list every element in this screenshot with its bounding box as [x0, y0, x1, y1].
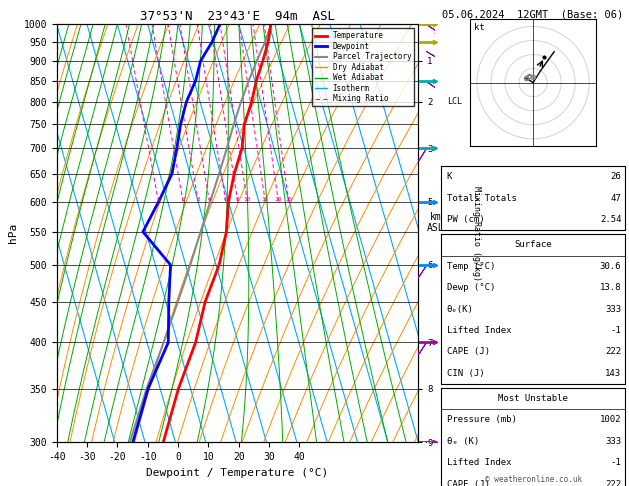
Text: © weatheronline.co.uk: © weatheronline.co.uk	[484, 474, 582, 484]
Text: Most Unstable: Most Unstable	[498, 394, 568, 403]
Text: 222: 222	[605, 480, 621, 486]
Text: Mixing Ratio (g/kg): Mixing Ratio (g/kg)	[472, 186, 481, 281]
Text: 10: 10	[243, 197, 251, 202]
Text: 3: 3	[196, 197, 200, 202]
Text: 15: 15	[262, 197, 269, 202]
Text: LCL: LCL	[447, 97, 462, 106]
Text: 333: 333	[605, 305, 621, 313]
Text: K: K	[447, 173, 452, 181]
Text: 2: 2	[181, 197, 185, 202]
Text: Totals Totals: Totals Totals	[447, 194, 516, 203]
Text: -1: -1	[611, 458, 621, 467]
X-axis label: Dewpoint / Temperature (°C): Dewpoint / Temperature (°C)	[147, 468, 328, 478]
Text: Lifted Index: Lifted Index	[447, 326, 511, 335]
Text: 2.54: 2.54	[600, 215, 621, 224]
Title: 37°53'N  23°43'E  94m  ASL: 37°53'N 23°43'E 94m ASL	[140, 10, 335, 23]
Text: 1: 1	[157, 197, 160, 202]
Text: θₑ(K): θₑ(K)	[447, 305, 474, 313]
Text: CAPE (J): CAPE (J)	[447, 480, 490, 486]
Text: 30.6: 30.6	[600, 262, 621, 271]
Text: 20: 20	[275, 197, 282, 202]
Text: 333: 333	[605, 437, 621, 446]
Text: 222: 222	[605, 347, 621, 356]
Text: 47: 47	[611, 194, 621, 203]
Text: 26: 26	[611, 173, 621, 181]
Text: Dewp (°C): Dewp (°C)	[447, 283, 495, 292]
Legend: Temperature, Dewpoint, Parcel Trajectory, Dry Adiabat, Wet Adiabat, Isotherm, Mi: Temperature, Dewpoint, Parcel Trajectory…	[312, 28, 415, 106]
Text: Temp (°C): Temp (°C)	[447, 262, 495, 271]
Text: 6: 6	[224, 197, 228, 202]
Text: CIN (J): CIN (J)	[447, 369, 484, 378]
Text: -1: -1	[611, 326, 621, 335]
Text: PW (cm): PW (cm)	[447, 215, 484, 224]
Text: Pressure (mb): Pressure (mb)	[447, 416, 516, 424]
Text: 05.06.2024  12GMT  (Base: 06): 05.06.2024 12GMT (Base: 06)	[442, 10, 624, 20]
Text: Surface: Surface	[515, 241, 552, 249]
Text: kt: kt	[474, 23, 484, 32]
Text: 8: 8	[236, 197, 240, 202]
Text: CAPE (J): CAPE (J)	[447, 347, 490, 356]
Text: 4: 4	[208, 197, 211, 202]
Text: 1002: 1002	[600, 416, 621, 424]
Text: Lifted Index: Lifted Index	[447, 458, 511, 467]
Text: 25: 25	[285, 197, 292, 202]
Text: 13.8: 13.8	[600, 283, 621, 292]
Text: 143: 143	[605, 369, 621, 378]
Text: θₑ (K): θₑ (K)	[447, 437, 479, 446]
Y-axis label: km
ASL: km ASL	[426, 212, 444, 233]
Y-axis label: hPa: hPa	[8, 223, 18, 243]
